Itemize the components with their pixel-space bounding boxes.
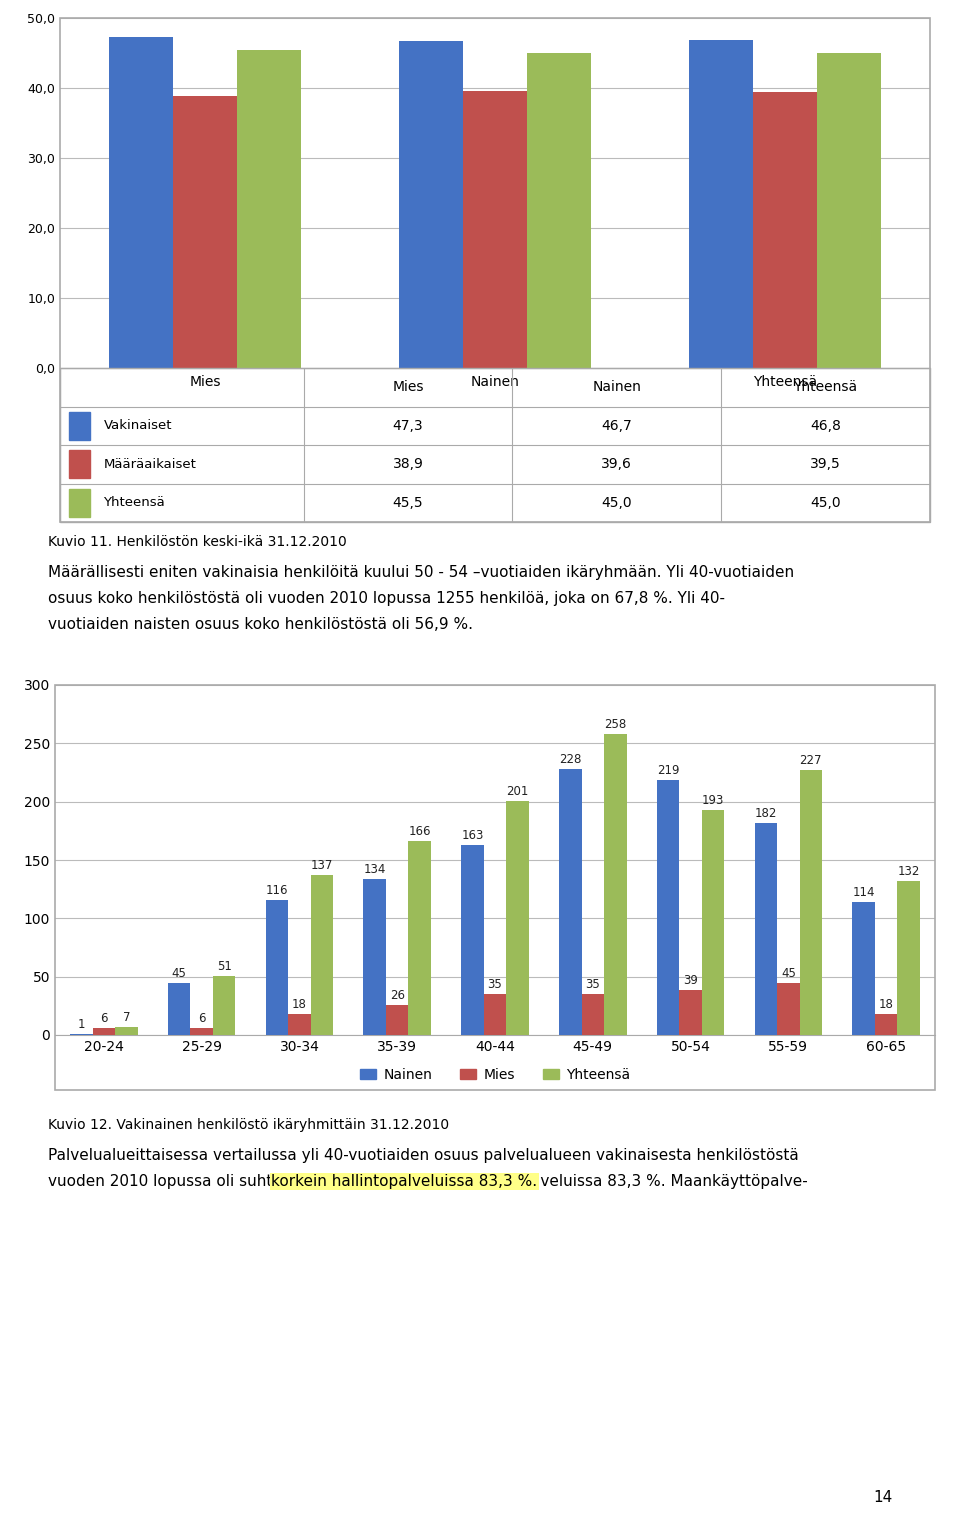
Bar: [93, 1029, 115, 1035]
Text: 45,5: 45,5: [393, 495, 423, 510]
Bar: [364, 878, 386, 1035]
Bar: [69, 489, 90, 517]
Text: Palvelualueittaisessa vertailussa yli 40-vuotiaiden osuus palvelualueen vakinais: Palvelualueittaisessa vertailussa yli 40…: [48, 1148, 799, 1164]
Text: 114: 114: [852, 886, 875, 898]
Text: 258: 258: [604, 717, 626, 731]
Bar: [408, 842, 431, 1035]
Text: 228: 228: [559, 753, 582, 766]
Text: 193: 193: [702, 794, 724, 806]
Bar: [168, 983, 190, 1035]
Text: 39,5: 39,5: [810, 457, 841, 471]
Bar: [190, 1029, 213, 1035]
Text: 1: 1: [78, 1018, 85, 1030]
Text: Kuvio 11. Henkilöstön keski-ikä 31.12.2010: Kuvio 11. Henkilöstön keski-ikä 31.12.20…: [48, 535, 347, 549]
Text: 18: 18: [878, 998, 894, 1012]
Bar: [386, 1004, 408, 1035]
Text: 39: 39: [684, 973, 698, 987]
Bar: [237, 49, 300, 368]
Bar: [461, 845, 484, 1035]
Text: 45: 45: [780, 967, 796, 980]
Text: 45: 45: [172, 967, 186, 980]
Bar: [484, 995, 506, 1035]
Bar: [875, 1013, 898, 1035]
Text: 38,9: 38,9: [393, 457, 423, 471]
Text: 45,0: 45,0: [810, 495, 841, 510]
Text: 6: 6: [198, 1012, 205, 1026]
Bar: [173, 95, 237, 368]
Text: 7: 7: [123, 1010, 131, 1024]
Bar: [69, 451, 90, 478]
Bar: [680, 989, 702, 1035]
Text: 39,6: 39,6: [601, 457, 633, 471]
Text: 132: 132: [898, 865, 920, 878]
Bar: [311, 875, 333, 1035]
Bar: [702, 809, 724, 1035]
Text: 227: 227: [800, 754, 822, 766]
Bar: [777, 983, 800, 1035]
Text: 46,7: 46,7: [601, 419, 633, 432]
Text: Yhteensä: Yhteensä: [104, 497, 165, 509]
Text: Määrällisesti eniten vakinaisia henkilöitä kuului 50 - 54 –vuotiaiden ikäryhmään: Määrällisesti eniten vakinaisia henkilöi…: [48, 566, 794, 579]
Bar: [559, 770, 582, 1035]
Text: vuoden 2010 lopussa oli suhteellisesti ottaen korkein hallintopalveluissa 83,3 %: vuoden 2010 lopussa oli suhteellisesti o…: [48, 1174, 807, 1190]
Bar: [755, 823, 777, 1035]
Text: Nainen: Nainen: [592, 380, 641, 394]
Bar: [69, 412, 90, 440]
Bar: [817, 54, 880, 368]
Bar: [753, 92, 817, 368]
Bar: [604, 734, 627, 1035]
Text: 134: 134: [364, 863, 386, 875]
Bar: [689, 40, 753, 368]
Text: Yhteensä: Yhteensä: [794, 380, 857, 394]
Bar: [657, 779, 680, 1035]
Text: 137: 137: [311, 860, 333, 872]
Bar: [582, 995, 604, 1035]
Text: 163: 163: [462, 829, 484, 842]
Text: Vakinaiset: Vakinaiset: [104, 419, 172, 432]
Bar: [463, 90, 527, 368]
Bar: [399, 41, 463, 368]
Bar: [288, 1013, 311, 1035]
Text: osuus koko henkilöstöstä oli vuoden 2010 lopussa 1255 henkilöä, joka on 67,8 %. : osuus koko henkilöstöstä oli vuoden 2010…: [48, 592, 725, 606]
Bar: [213, 975, 235, 1035]
Text: 35: 35: [586, 978, 600, 992]
Bar: [115, 1027, 137, 1035]
Text: 26: 26: [390, 989, 405, 1001]
Text: 14: 14: [874, 1490, 893, 1505]
Bar: [527, 54, 590, 368]
Text: 182: 182: [755, 806, 777, 820]
Bar: [109, 37, 173, 368]
Text: 219: 219: [657, 763, 680, 777]
Bar: [800, 770, 822, 1035]
Text: 45,0: 45,0: [602, 495, 632, 510]
Text: 47,3: 47,3: [393, 419, 423, 432]
Text: 166: 166: [408, 825, 431, 839]
Bar: [852, 901, 875, 1035]
Text: Määräaikaiset: Määräaikaiset: [104, 458, 197, 471]
Text: 35: 35: [488, 978, 502, 992]
Text: 201: 201: [506, 785, 529, 797]
Text: Kuvio 12. Vakinainen henkilöstö ikäryhmittäin 31.12.2010: Kuvio 12. Vakinainen henkilöstö ikäryhmi…: [48, 1118, 449, 1131]
Bar: [506, 800, 529, 1035]
Bar: [266, 900, 288, 1035]
Bar: [898, 881, 920, 1035]
Text: 18: 18: [292, 998, 307, 1012]
Legend: Nainen, Mies, Yhteensä: Nainen, Mies, Yhteensä: [354, 1062, 636, 1087]
Text: 116: 116: [266, 883, 288, 897]
Text: Mies: Mies: [393, 380, 423, 394]
Text: vuotiaiden naisten osuus koko henkilöstöstä oli 56,9 %.: vuotiaiden naisten osuus koko henkilöstö…: [48, 616, 473, 632]
Text: 6: 6: [100, 1012, 108, 1026]
Text: 51: 51: [217, 960, 231, 972]
Text: korkein hallintopalveluissa 83,3 %.: korkein hallintopalveluissa 83,3 %.: [271, 1174, 538, 1190]
Text: 46,8: 46,8: [810, 419, 841, 432]
